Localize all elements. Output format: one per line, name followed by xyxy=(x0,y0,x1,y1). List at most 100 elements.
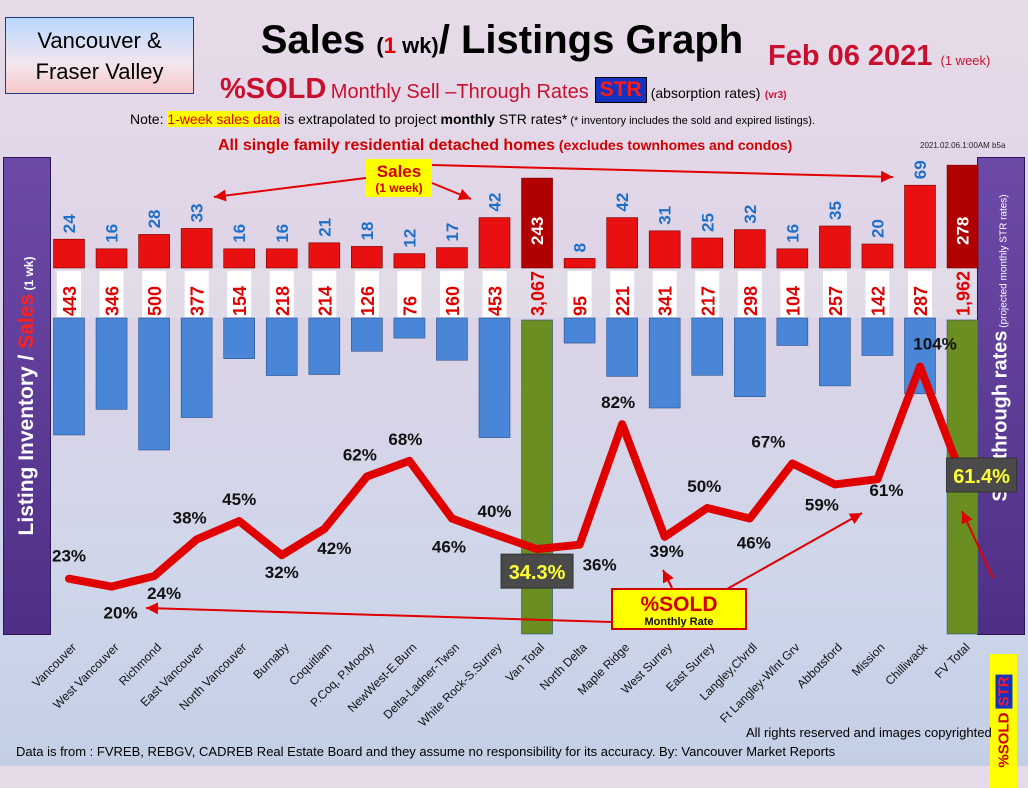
str-total-label: 61.4% xyxy=(953,466,1010,488)
sales-listings-chart: 2444316346285003337716154162182121418126… xyxy=(29,159,1018,730)
inventory-label-box xyxy=(737,271,762,317)
str-value-label: 50% xyxy=(687,477,721,496)
str-total-box xyxy=(946,457,1018,493)
inventory-bar xyxy=(308,317,341,375)
title-sales: Sales xyxy=(260,18,377,62)
str-value-label: 82% xyxy=(601,393,635,412)
sold-callout-box xyxy=(611,588,747,630)
inventory-bar xyxy=(606,317,638,377)
inventory-bar xyxy=(138,317,170,451)
sales-bar xyxy=(563,258,596,269)
homes-small: (excludes townhomes and condos) xyxy=(555,137,793,153)
inventory-label-box xyxy=(780,271,805,317)
sales-value-label: 31 xyxy=(656,206,675,225)
inventory-value-label: 76 xyxy=(400,296,420,316)
sales-value-label: 69 xyxy=(911,160,930,179)
inventory-value-label: 126 xyxy=(358,286,378,316)
homes-description: All single family residential detached h… xyxy=(218,137,792,155)
inventory-label-box xyxy=(610,271,635,317)
timestamp: 2021.02.06.1:00AM b5a xyxy=(920,141,1006,150)
region-label-box: Vancouver & Fraser Valley xyxy=(5,17,194,94)
inventory-value-label: 298 xyxy=(741,286,761,316)
sales-value-label: 25 xyxy=(698,213,717,232)
str-value-label: 67% xyxy=(751,432,785,451)
inventory-value-label: 453 xyxy=(486,286,506,316)
x-category-label: Burnaby xyxy=(250,640,292,682)
inventory-label-box xyxy=(865,271,890,317)
label-strip xyxy=(56,268,976,318)
x-category-label: Abbotsford xyxy=(794,640,845,691)
title-listings: / Listings Graph xyxy=(438,18,744,62)
inventory-label-box xyxy=(482,271,507,317)
callout-arrow xyxy=(726,512,863,590)
callout-arrow xyxy=(431,182,472,200)
sales-callout-subtitle: (1 week) xyxy=(375,181,422,195)
inventory-label-box xyxy=(269,271,294,317)
note-highlight: 1-week sales data xyxy=(167,111,281,127)
sales-value-label: 42 xyxy=(613,193,632,212)
sales-value-label: 42 xyxy=(486,193,505,212)
title-paren-open: ( xyxy=(376,33,384,58)
inventory-label-box xyxy=(397,271,422,317)
inventory-value-label: 154 xyxy=(230,286,250,316)
sales-value-label: 28 xyxy=(145,209,164,228)
sales-value-label: 12 xyxy=(400,229,419,248)
x-category-label: Van Total xyxy=(503,640,548,685)
inventory-bar xyxy=(351,317,383,352)
inventory-bar xyxy=(904,317,936,395)
str-value-label: 104% xyxy=(913,335,956,354)
inventory-bar xyxy=(436,317,468,361)
labels-layer: 2444316346285003337716154162182121418126… xyxy=(52,160,1018,623)
sales-bar xyxy=(180,228,213,269)
sales-bar xyxy=(53,238,85,269)
str-value-label: 46% xyxy=(432,537,466,556)
inventory-value-label: 218 xyxy=(273,286,293,316)
inventory-bar xyxy=(478,317,511,438)
sales-value-label: 35 xyxy=(826,201,845,220)
left-axis-banner: Listing Inventory / Sales (1 wk) xyxy=(3,157,51,635)
sales-value-label: 24 xyxy=(60,214,79,233)
page-title: Sales (1 wk)/ Listings Graph xyxy=(232,18,772,63)
right-axis-banner: Sell-through rates (projected monthly ST… xyxy=(977,157,1025,788)
sales-value-label: 16 xyxy=(230,224,249,243)
report-date: Feb 06 2021 (1 week) xyxy=(768,40,990,73)
sales-bar xyxy=(436,247,468,269)
sales-bar xyxy=(138,234,170,269)
sales-value-label: 16 xyxy=(783,224,802,243)
note-line: Note: 1-week sales data is extrapolated … xyxy=(130,111,815,127)
sold-callout-subtitle: Monthly Rate xyxy=(644,616,713,628)
sales-bar xyxy=(606,217,638,269)
str-value-label: 40% xyxy=(477,502,511,521)
inventory-bar xyxy=(265,317,298,376)
sales-value-label: 33 xyxy=(188,203,207,222)
callout-arrow xyxy=(145,602,613,623)
title-one: 1 xyxy=(383,33,396,58)
inventory-bar xyxy=(691,317,724,376)
inventory-bar xyxy=(180,317,213,418)
sales-bar xyxy=(946,164,979,269)
note-end: STR rates* xyxy=(494,111,568,127)
str-total-box xyxy=(500,553,574,589)
data-source-text: Data is from : FVREB, REBGV, CADREB Real… xyxy=(16,744,836,759)
inventory-value-label: 142 xyxy=(868,286,888,316)
str-value-label: 42% xyxy=(317,539,351,558)
note-mid: is extrapolated to project xyxy=(280,111,441,127)
inventory-value-label: 377 xyxy=(188,286,208,316)
inventory-value-label: 1,962 xyxy=(954,271,974,316)
str-value-label: 38% xyxy=(173,508,207,527)
sales-value-label: 20 xyxy=(868,219,887,238)
str-line-layer xyxy=(65,362,967,591)
inventory-label-box xyxy=(142,271,167,317)
inventory-value-label: 341 xyxy=(656,286,676,316)
x-category-label: Ft Langley-Wlnt Grv xyxy=(717,640,802,725)
str-value-label: 23% xyxy=(52,547,86,566)
inventory-label-box xyxy=(567,271,592,317)
inventory-label-box xyxy=(439,271,464,317)
note-small: (* inventory includes the sold and expir… xyxy=(567,115,815,127)
callout-arrow xyxy=(961,510,994,579)
inventory-value-label: 3,067 xyxy=(528,271,548,316)
sales-bar xyxy=(904,184,936,269)
str-value-label: 62% xyxy=(343,446,377,465)
str-value-label: 45% xyxy=(222,490,256,509)
